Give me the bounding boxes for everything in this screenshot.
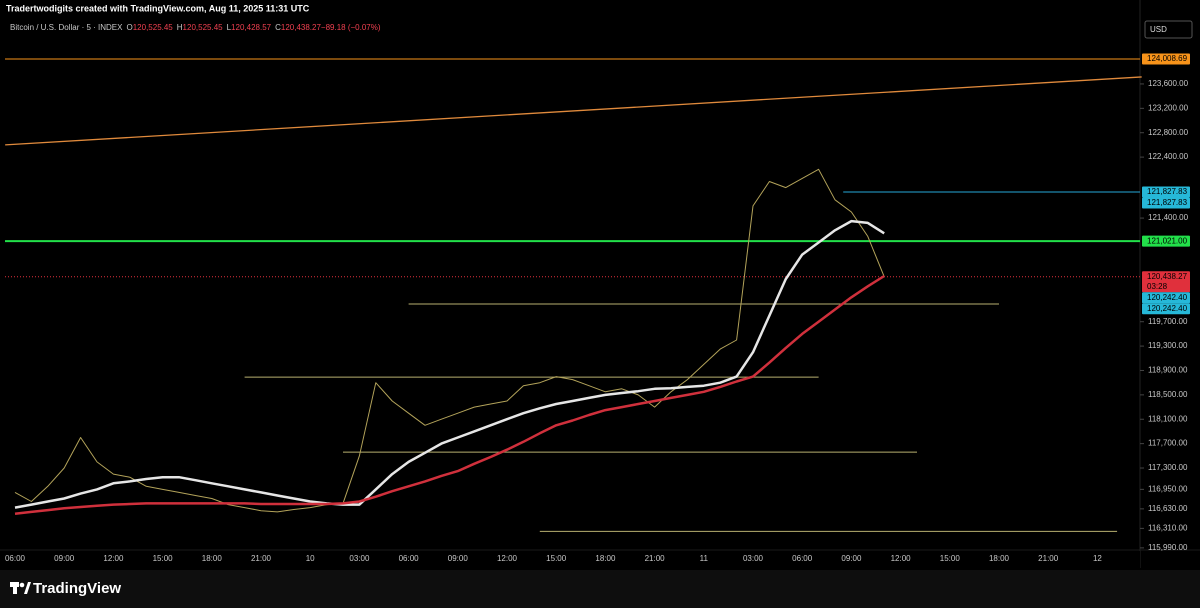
footer-bar	[0, 570, 1200, 608]
y-tick-label: 117,700.00	[1148, 439, 1188, 448]
x-tick-label: 10	[306, 554, 315, 563]
y-tick-label: 116,630.00	[1148, 504, 1188, 513]
series-line	[14, 274, 885, 515]
series-line	[14, 219, 885, 509]
y-tick-label: 118,900.00	[1148, 366, 1188, 375]
ohlc-key: H	[177, 23, 183, 32]
logo: TradingView	[10, 580, 121, 597]
x-tick-label: 18:00	[202, 554, 223, 563]
price-tag-label: 120,242.40	[1147, 293, 1188, 302]
y-tick-label: 119,300.00	[1148, 341, 1188, 350]
y-tick-label: 117,300.00	[1148, 463, 1188, 472]
price-tag	[1142, 53, 1190, 65]
x-tick-label: 03:00	[349, 554, 370, 563]
ohlc-value: 120,428.57	[231, 23, 272, 32]
x-axis-strip	[0, 551, 1140, 568]
x-tick-label: 03:00	[743, 554, 764, 563]
ohlc-value: −89.18 (−0.07%)	[321, 23, 381, 32]
x-tick-label: 18:00	[989, 554, 1010, 563]
ohlc-key: O	[126, 23, 132, 32]
price-tag-label: 121,827.83	[1147, 198, 1188, 207]
x-tick-label: 12	[1093, 554, 1102, 563]
price-tag-countdown: 03:28	[1147, 282, 1168, 291]
x-tick-label: 06:00	[792, 554, 813, 563]
y-tick-label: 118,500.00	[1148, 390, 1188, 399]
y-tick-label: 116,950.00	[1148, 484, 1188, 493]
price-tag	[1142, 197, 1190, 209]
y-tick-label: 121,400.00	[1148, 213, 1189, 222]
x-tick-label: 12:00	[103, 554, 124, 563]
logo-shape	[13, 582, 17, 594]
logo-shape	[19, 582, 25, 588]
ohlc-key: C	[275, 23, 281, 32]
x-tick-label: 11	[700, 554, 709, 563]
x-tick-label: 15:00	[153, 554, 174, 563]
x-tick-label: 18:00	[595, 554, 616, 563]
y-tick-label: 116,310.00	[1148, 523, 1188, 532]
price-tag	[1142, 271, 1190, 293]
brand: TradingView	[33, 580, 121, 597]
y-tick-label: 123,600.00	[1148, 79, 1189, 88]
x-tick-label: 12:00	[891, 554, 912, 563]
x-tick-label: 09:00	[448, 554, 469, 563]
x-tick-label: 21:00	[645, 554, 666, 563]
x-tick-label: 06:00	[399, 554, 420, 563]
ohlc-value: 120,525.45	[183, 23, 224, 32]
x-tick-label: 21:00	[251, 554, 272, 563]
y-tick-label: 119,700.00	[1148, 317, 1188, 326]
price-tag-label: 124,008.69	[1147, 54, 1188, 63]
symbol: Bitcoin / U.S. Dollar · 5 · INDEX	[10, 23, 123, 32]
price-tag	[1142, 186, 1190, 198]
x-tick-label: 09:00	[841, 554, 862, 563]
price-tag	[1142, 235, 1190, 247]
ohlc-value: 120,525.45	[133, 23, 174, 32]
price-tag-label: 120,242.40	[1147, 304, 1188, 313]
x-tick-label: 21:00	[1038, 554, 1059, 563]
trendline	[5, 76, 1142, 146]
x-tick-label: 12:00	[497, 554, 518, 563]
currency[interactable]: USD	[1150, 25, 1167, 34]
y-tick-label: 115,990.00	[1148, 543, 1188, 552]
x-tick-label: 09:00	[54, 554, 75, 563]
ohlc-value: 120,438.27	[281, 23, 322, 32]
y-tick-label: 122,400.00	[1148, 152, 1189, 161]
credit: Tradertwodigits created with TradingView…	[6, 3, 310, 13]
ohlc-key: L	[227, 23, 232, 32]
x-tick-label: 15:00	[940, 554, 961, 563]
price-tag-label: 121,827.83	[1147, 187, 1188, 196]
price-tag	[1142, 292, 1190, 304]
price-tag	[1142, 303, 1190, 315]
series-line	[14, 168, 885, 513]
y-tick-label: 118,100.00	[1148, 414, 1188, 423]
y-tick-label: 123,200.00	[1148, 103, 1189, 112]
x-tick-label: 06:00	[5, 554, 26, 563]
price-tag-label: 121,021.00	[1147, 236, 1188, 245]
y-tick-label: 122,800.00	[1148, 128, 1189, 137]
currency-button[interactable]	[1144, 20, 1193, 39]
price-tag-label: 120,438.27	[1147, 272, 1188, 281]
x-tick-label: 15:00	[546, 554, 567, 563]
logo-shape	[24, 582, 31, 594]
legend: Bitcoin / U.S. Dollar · 5 · INDEX O120,52…	[10, 23, 381, 32]
